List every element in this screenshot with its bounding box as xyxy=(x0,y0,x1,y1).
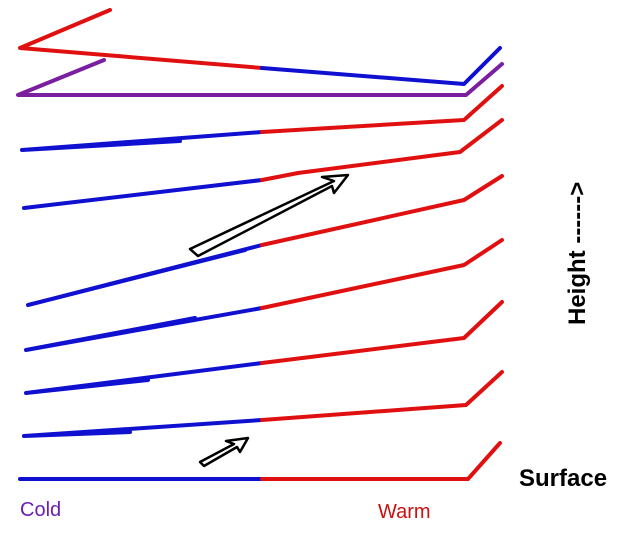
isentrope-5 xyxy=(22,118,504,210)
height-label: Height ------> xyxy=(564,181,591,325)
small-flow-arrow xyxy=(198,436,250,468)
isentrope-3 xyxy=(24,238,504,352)
isentrope-8 xyxy=(18,8,502,86)
isentrope-4 xyxy=(26,174,504,307)
isentrope-6 xyxy=(20,84,504,152)
isentrope-1 xyxy=(22,370,504,438)
large-flow-arrow xyxy=(188,173,350,258)
cold-label: Cold xyxy=(20,499,62,521)
surface-line xyxy=(18,441,502,481)
isentrope-7 xyxy=(16,58,504,97)
surface-label: Surface xyxy=(519,465,608,492)
warm-label: Warm xyxy=(378,501,431,523)
isentrope-2 xyxy=(24,300,504,395)
